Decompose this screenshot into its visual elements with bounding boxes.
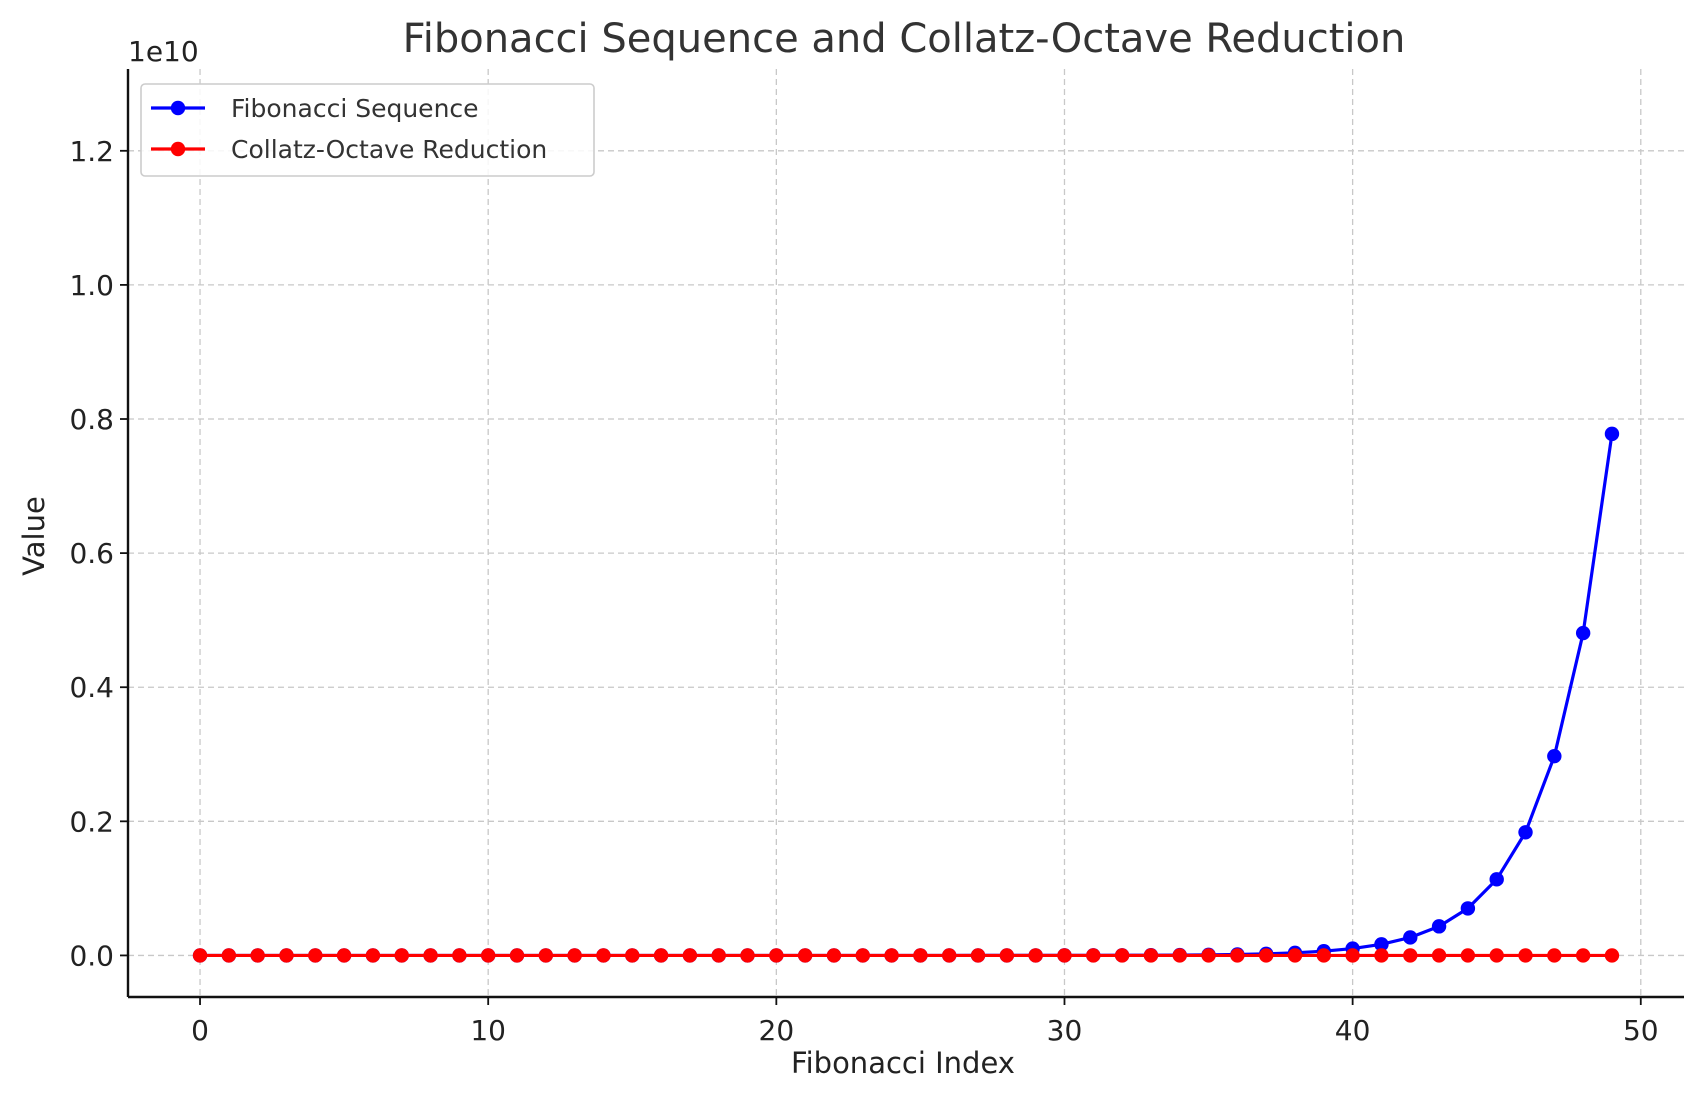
data-point xyxy=(1374,948,1389,963)
x-tick-label: 10 xyxy=(470,1014,506,1047)
data-point xyxy=(625,948,640,963)
data-point xyxy=(1575,948,1591,963)
data-point xyxy=(884,948,899,963)
data-point xyxy=(1403,930,1418,945)
data-point xyxy=(1374,937,1389,952)
data-point xyxy=(365,948,381,963)
data-point xyxy=(567,948,582,963)
data-point xyxy=(480,948,496,963)
legend-marker xyxy=(170,100,186,116)
data-point xyxy=(1086,948,1101,963)
series-2 xyxy=(192,948,1620,963)
legend-frame xyxy=(140,83,595,177)
data-point xyxy=(797,948,813,963)
data-point xyxy=(1575,625,1591,641)
y-tick-label: 0.8 xyxy=(69,403,114,436)
data-point xyxy=(1604,948,1620,963)
data-point xyxy=(769,948,784,963)
data-point xyxy=(509,948,525,963)
data-point xyxy=(1143,948,1159,963)
data-point xyxy=(1604,426,1620,442)
x-tick-label: 30 xyxy=(1047,1014,1083,1047)
y-axis-label: Value xyxy=(17,496,51,576)
data-point xyxy=(855,948,870,963)
data-point xyxy=(999,948,1015,963)
y-tick-label: 0.2 xyxy=(69,805,114,838)
data-point xyxy=(1489,872,1504,887)
legend: Fibonacci Sequence Collatz-Octave Reducti… xyxy=(140,83,595,177)
legend-label: Collatz-Octave Reduction xyxy=(231,135,547,164)
x-tick-label: 50 xyxy=(1623,1014,1659,1047)
x-axis-label: Fibonacci Index xyxy=(791,1046,1015,1080)
data-point xyxy=(1403,948,1418,963)
legend-marker xyxy=(170,141,186,157)
x-tick-label: 40 xyxy=(1335,1014,1371,1047)
data-point xyxy=(596,948,611,963)
x-tick-label: 0 xyxy=(191,1014,209,1047)
data-point xyxy=(452,948,467,963)
data-point xyxy=(308,948,323,963)
series-layer xyxy=(192,426,1620,963)
data-point xyxy=(1489,948,1504,963)
data-point xyxy=(1345,948,1360,963)
data-point xyxy=(913,948,928,963)
data-point xyxy=(653,948,669,963)
data-point xyxy=(970,948,986,963)
data-point xyxy=(1258,948,1274,963)
data-point xyxy=(1431,919,1447,934)
y-tick-label: 1.2 xyxy=(69,135,114,168)
data-point xyxy=(336,948,352,963)
y-tick-label: 0.6 xyxy=(69,537,114,570)
data-point xyxy=(192,948,208,963)
data-point xyxy=(1316,948,1332,963)
legend-label: Fibonacci Sequence xyxy=(231,94,479,123)
y-multiplier-label: 1e10 xyxy=(128,35,199,68)
data-point xyxy=(1028,948,1043,963)
data-point xyxy=(279,948,294,963)
data-point xyxy=(1518,825,1533,840)
data-point xyxy=(826,948,842,963)
legend-entry: Collatz-Octave Reduction xyxy=(151,135,547,164)
data-point xyxy=(1172,948,1187,963)
axes: 0 10 20 30 40 50 0.0 0.2 0.4 0.6 0.8 1.0 1.2 xyxy=(69,69,1684,1047)
data-point xyxy=(942,948,957,963)
data-point xyxy=(1114,948,1130,963)
y-tick-label: 1.0 xyxy=(69,269,114,302)
legend-entry: Fibonacci Sequence xyxy=(151,94,479,123)
data-point xyxy=(1460,948,1476,963)
data-point xyxy=(221,948,237,963)
data-point xyxy=(1460,901,1476,916)
data-point xyxy=(394,948,409,963)
data-point xyxy=(1547,948,1562,963)
data-point xyxy=(740,948,755,963)
y-tick-label: 0.4 xyxy=(69,671,114,704)
data-point xyxy=(1431,948,1447,963)
data-point xyxy=(1057,948,1072,963)
data-point xyxy=(423,948,438,963)
data-point xyxy=(538,948,554,963)
data-point xyxy=(250,948,265,963)
data-point xyxy=(1547,749,1562,764)
x-tick-label: 20 xyxy=(759,1014,795,1047)
data-point xyxy=(1230,948,1245,963)
chart-title: Fibonacci Sequence and Collatz-Octave Re… xyxy=(403,16,1406,62)
data-point xyxy=(711,948,726,963)
data-point xyxy=(682,948,698,963)
data-point xyxy=(1518,948,1533,963)
y-tick-label: 0.0 xyxy=(69,939,114,972)
grid xyxy=(128,69,1684,997)
data-point xyxy=(1201,948,1216,963)
data-point xyxy=(1287,948,1303,963)
